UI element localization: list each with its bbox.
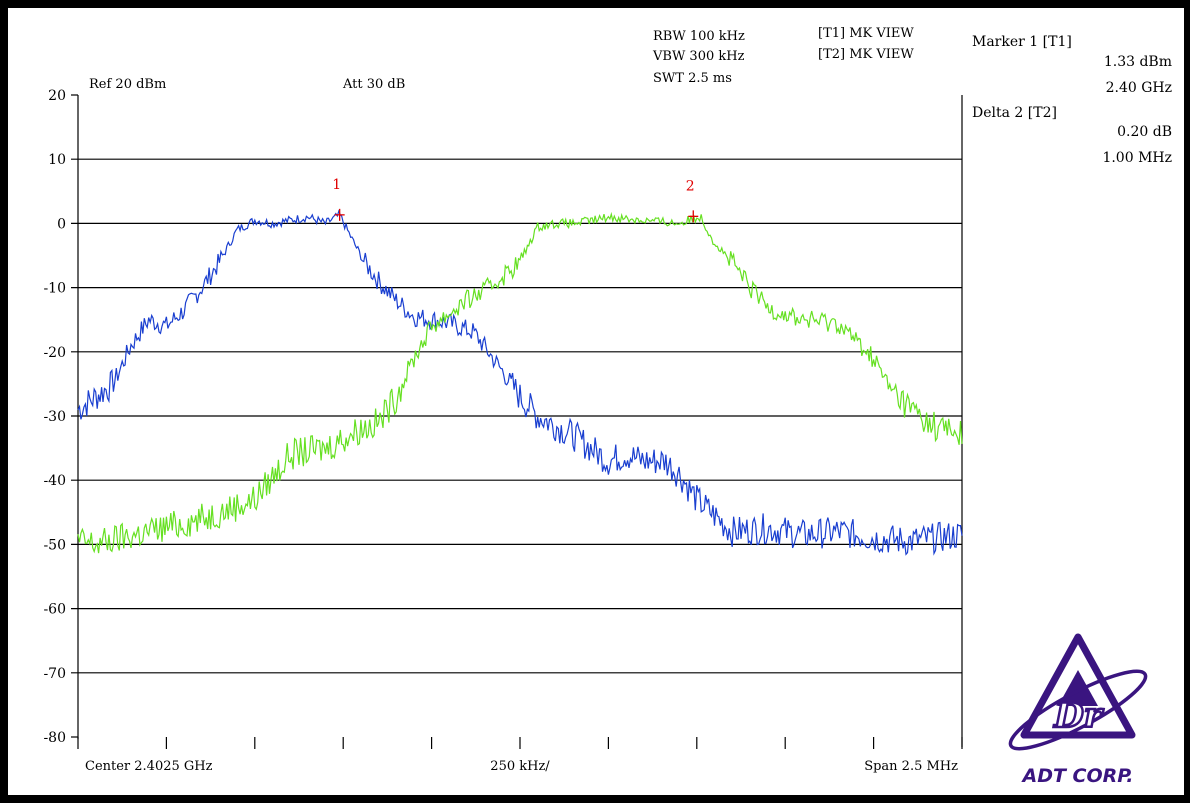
ref-level-label: Ref 20 dBm: [89, 77, 166, 92]
marker1-level: 1.33 dBm: [1104, 54, 1172, 70]
marker-2: 2: [686, 178, 699, 223]
y-tick-label: -60: [43, 602, 66, 618]
marker-1: 1: [332, 177, 345, 221]
swt-label: SWT 2.5 ms: [653, 71, 732, 86]
y-tick-label: 20: [48, 88, 66, 104]
marker-label: 1: [332, 177, 341, 193]
y-tick-label: -80: [43, 730, 66, 746]
adt-logo-icon: Dr ADT CORP.: [1008, 633, 1148, 787]
center-frequency-label: Center 2.4025 GHz: [85, 759, 213, 774]
delta2-level: 0.20 dB: [1117, 124, 1172, 140]
delta2-frequency: 1.00 MHz: [1102, 150, 1172, 166]
y-tick-label: 10: [48, 152, 66, 168]
per-division-label: 250 kHz/: [490, 759, 550, 774]
span-label: Span 2.5 MHz: [864, 759, 958, 774]
logo-text: ADT CORP.: [1020, 765, 1133, 787]
attenuation-label: Att 30 dB: [342, 77, 405, 92]
rbw-label: RBW 100 kHz: [653, 29, 745, 44]
trace1-mode-label: [T1] MK VIEW: [818, 26, 914, 41]
marker1-frequency: 2.40 GHz: [1106, 80, 1172, 96]
trace-1-line: [77, 209, 963, 556]
y-tick-label: -70: [43, 666, 66, 682]
marker-label: 2: [686, 178, 695, 194]
vbw-label: VBW 300 kHz: [652, 49, 745, 64]
y-tick-label: -30: [43, 409, 66, 425]
y-tick-label: -20: [43, 345, 66, 361]
y-tick-label: -10: [43, 281, 66, 297]
trace-2-line: [77, 211, 963, 554]
y-tick-label: -40: [43, 473, 66, 489]
delta2-title: Delta 2 [T2]: [972, 105, 1057, 121]
y-tick-label: -50: [43, 537, 66, 553]
y-tick-label: 0: [57, 216, 66, 232]
trace2-mode-label: [T2] MK VIEW: [818, 47, 914, 62]
svg-text:Dr: Dr: [1053, 696, 1103, 736]
marker1-title: Marker 1 [T1]: [972, 34, 1072, 50]
